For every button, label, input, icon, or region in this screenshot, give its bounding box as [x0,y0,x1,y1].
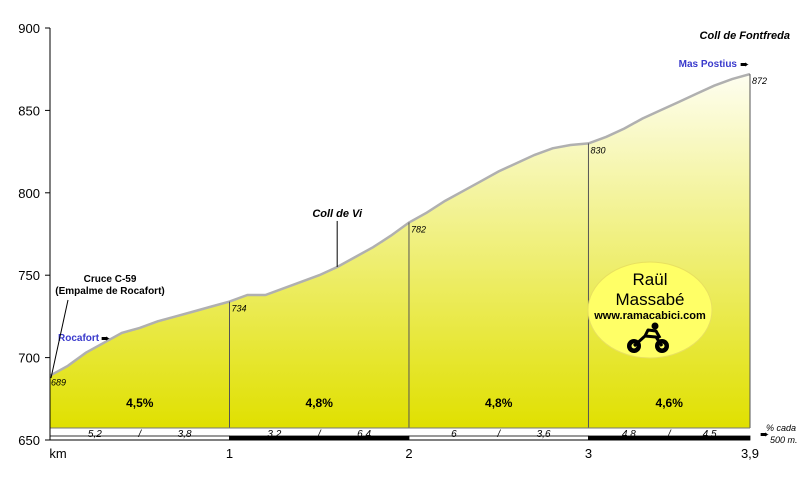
elevation-label: 734 [231,304,246,314]
logo-name-last: Massabé [616,290,685,309]
junction-line-2: (Empalme de Rocafort) [55,286,164,297]
half-km-gradient: / [496,429,501,440]
y-tick-label: 900 [18,21,40,36]
legend-arrow-icon: ➨ [760,429,769,441]
half-km-gradient: 6 [451,429,457,440]
segment-gradient-label: 4,5% [126,396,154,410]
half-km-gradient: / [137,429,142,440]
half-km-gradient: 6,4 [357,429,371,440]
legend-note-line-2: 500 m. [770,435,798,445]
junction-line-1: Cruce C-59 [84,274,137,285]
segment-gradient-label: 4,8% [485,396,513,410]
legend-note-line-1: % cada [766,423,796,433]
segment-gradient-label: 4,6% [656,396,684,410]
y-tick-label: 650 [18,433,40,448]
x-tick-label: km [49,446,66,461]
mas-postius-arrow-icon: ➨ [740,59,749,71]
y-tick-label: 700 [18,351,40,366]
elevation-line [49,72,751,377]
rocafort-arrow-icon: ➨ [101,333,110,345]
chart-title: Coll de Fontfreda [700,30,790,42]
y-tick-label: 800 [18,186,40,201]
junction-annotation: Cruce C-59 (Empalme de Rocafort) [50,274,165,379]
half-km-gradient: 4,5 [703,429,717,440]
elevation-area [50,74,750,428]
half-km-gradient: / [317,429,322,440]
junction-pointer [50,299,69,379]
cyclist-icon [627,322,669,353]
coll-de-vi-label: Coll de Vi [312,208,363,220]
logo-name-first: Raül [633,270,668,289]
y-tick-label: 750 [18,268,40,283]
half-km-gradient: 5,2 [88,429,102,440]
logo-background [587,261,713,359]
x-tick-label: 3 [585,446,592,461]
half-km-gradient: / [667,429,672,440]
x-tick-label: 1 [226,446,233,461]
elevation-label: 689 [51,378,66,388]
elevation-label: 782 [411,224,426,234]
half-km-gradient: 3,8 [178,429,192,440]
half-km-gradient: 4,8 [622,429,636,440]
y-tick-label: 850 [18,103,40,118]
logo-url: www.ramacabici.com [593,310,706,322]
half-km-gradient: 3,6 [537,429,551,440]
x-tick-label: 3,9 [741,446,759,461]
elevation-label: 872 [752,76,767,86]
x-tick-label: 2 [405,446,412,461]
half-km-gradient: 3,2 [267,429,281,440]
rocafort-label: Rocafort [58,333,100,344]
segment-gradient-label: 4,8% [306,396,334,410]
author-logo: Raül Massabé www.ramacabici.com [587,261,713,359]
mas-postius-label: Mas Postius [679,59,738,70]
elevation-label: 830 [590,145,605,155]
